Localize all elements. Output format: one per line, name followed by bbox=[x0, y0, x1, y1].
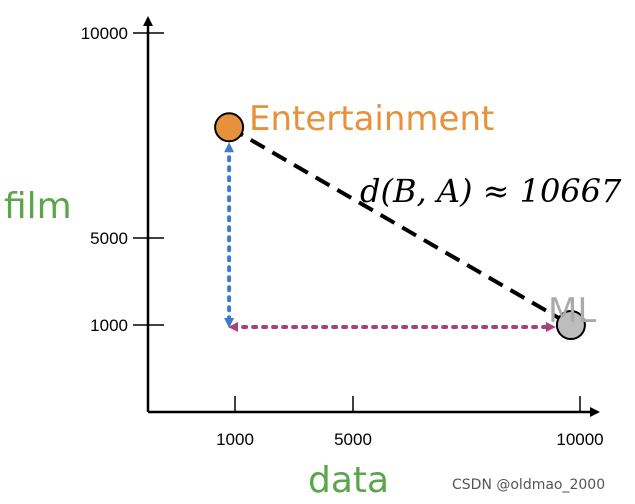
y-ticks: 10000 5000 1000 bbox=[81, 24, 164, 335]
distance-formula: d(B, A) ≈ 10667 bbox=[360, 172, 622, 210]
data-points bbox=[214, 112, 586, 340]
x-ticks: 1000 5000 10000 bbox=[216, 396, 604, 449]
y-tick-label: 1000 bbox=[90, 316, 128, 335]
data-point-ml bbox=[555, 310, 586, 340]
data-point-entertainment bbox=[214, 112, 245, 143]
point-label-ml: ML bbox=[548, 291, 596, 331]
x-tick-label: 1000 bbox=[216, 430, 254, 449]
watermark: CSDN @oldmao_2000 bbox=[452, 477, 605, 493]
y-axis-title: film bbox=[4, 186, 72, 227]
y-tick-label: 5000 bbox=[90, 229, 128, 248]
point-label-entertainment: Entertainment bbox=[249, 99, 494, 139]
x-axis-title: data bbox=[308, 460, 389, 501]
y-tick-label: 10000 bbox=[81, 24, 128, 43]
x-tick-label: 10000 bbox=[556, 430, 603, 449]
distance-dashed-line bbox=[228, 125, 572, 327]
x-tick-label: 5000 bbox=[334, 430, 372, 449]
